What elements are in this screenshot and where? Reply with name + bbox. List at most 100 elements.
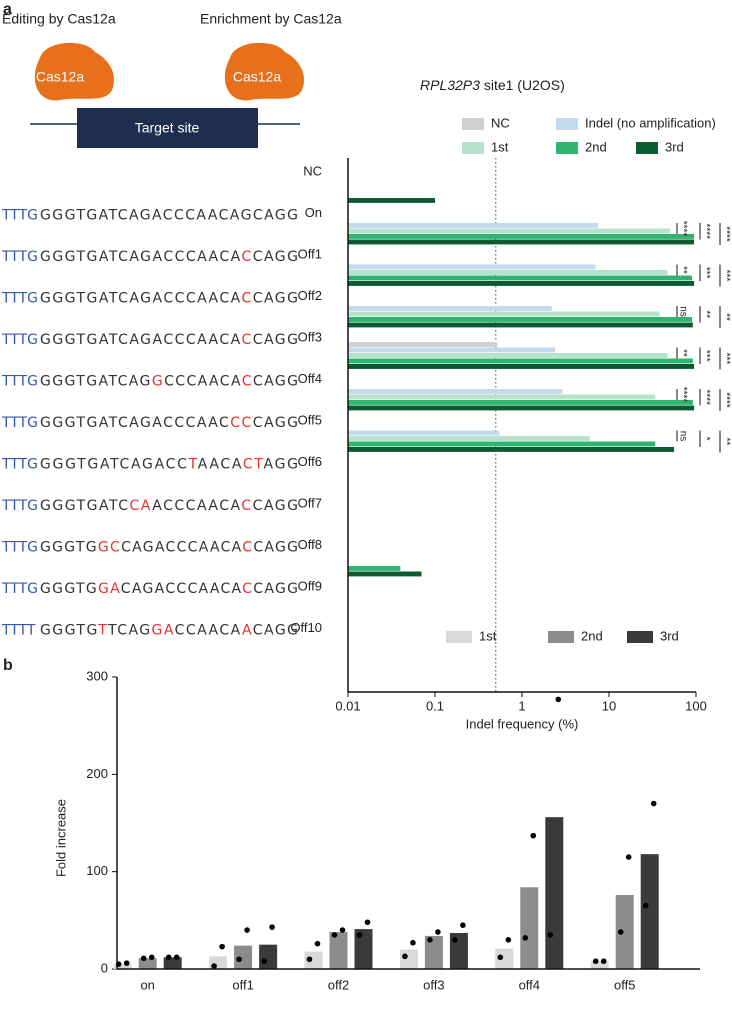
data-point [410, 939, 416, 946]
data-point [600, 958, 607, 965]
sequence-part: CAGG [253, 249, 298, 265]
data-point [505, 937, 512, 943]
significance-label: ** [700, 310, 711, 318]
bar [329, 932, 348, 969]
bar [348, 566, 401, 571]
significance-label: **** [677, 387, 688, 403]
sequence-part: C [241, 498, 251, 514]
x-tick-label: off1 [232, 977, 253, 992]
bar [348, 306, 552, 311]
bar [234, 945, 253, 969]
bar [259, 944, 278, 969]
sequence-part: GA [152, 623, 174, 639]
category-label: Off3 [298, 329, 322, 344]
sequence-part: T [97, 623, 107, 639]
category-label: Off10 [290, 620, 322, 635]
significance-label: *** [700, 350, 711, 362]
bar [348, 447, 675, 452]
protospacer: GGGTGATCAGACCCAACACCAGG [40, 249, 298, 265]
x-tick-label: off4 [519, 977, 540, 992]
panel-label: a [3, 1, 12, 18]
data-point [650, 800, 657, 807]
sequence-part: CAGG [253, 540, 298, 556]
sequence-part: CAGG [253, 415, 298, 431]
sequence-part: CAGG [253, 581, 298, 597]
bar [348, 441, 656, 447]
bar [348, 317, 693, 322]
sequence-part: AACA [198, 457, 242, 473]
diagram-title: Editing by Cas12a [2, 11, 116, 27]
data-point [460, 922, 466, 928]
target-label: Target site [135, 120, 200, 136]
data-point [497, 954, 504, 961]
data-point [261, 958, 267, 965]
sequence-part: CAGG [253, 623, 298, 639]
legend-label: 1st [479, 628, 497, 643]
protospacer: GGGTGATCAGACCCAACCCCAGG [40, 415, 298, 431]
bar [615, 895, 634, 969]
diagram-title: Enrichment by Cas12a [200, 11, 342, 27]
bar [348, 436, 590, 441]
pam: TTTT [1, 623, 36, 639]
legend-label: 2nd [585, 139, 607, 154]
bar [348, 430, 500, 436]
legend-label: 3rd [665, 139, 684, 154]
sequence-part: GC [98, 540, 120, 556]
category-label: Off1 [298, 246, 322, 261]
category-label: Off9 [298, 578, 322, 593]
bar [348, 342, 498, 347]
bar [138, 958, 157, 969]
sequence-part: GGGTGATCAGACCCAACA [40, 332, 241, 348]
x-axis-label: Indel frequency (%) [466, 716, 579, 731]
pam: TTTG [1, 374, 38, 390]
bar [348, 228, 670, 234]
y-tick-label: 100 [86, 863, 108, 878]
sequence-part: A [242, 623, 252, 639]
protospacer: GGGTGATCCAACCCAACACCAGG [40, 498, 298, 514]
sequence-part: CT [243, 457, 263, 473]
sequence-part: GGGTGATC [40, 498, 128, 514]
y-tick-label: 300 [86, 668, 108, 683]
legend-label: 2nd [581, 628, 603, 643]
bar [348, 347, 556, 353]
pam: TTTG [1, 540, 38, 556]
bar [113, 964, 132, 969]
legend-swatch [627, 631, 653, 643]
panel-label: b [3, 657, 13, 674]
data-point [123, 960, 130, 966]
significance-label: *** [720, 353, 731, 365]
x-tick-label: off2 [328, 977, 349, 992]
significance-label: *** [720, 270, 731, 282]
category-label: On [305, 205, 322, 220]
data-point [555, 696, 562, 703]
data-point [331, 932, 338, 938]
significance-label: **** [700, 223, 711, 239]
bar [348, 400, 693, 405]
protospacer: GGGTGGACAGACCCAACACCAGG [40, 581, 298, 597]
bar [348, 234, 695, 239]
bar [348, 405, 695, 411]
significance-label: *** [700, 267, 711, 279]
sequence-part: CAGG [253, 332, 298, 348]
category-label: Off8 [298, 537, 322, 552]
legend-label: NC [491, 115, 510, 130]
bar [348, 198, 435, 203]
data-point [452, 937, 458, 943]
sequence-part: GGGTGATCAGACCCAACA [40, 291, 241, 307]
data-point [269, 924, 275, 930]
pam: TTTG [1, 249, 38, 265]
data-point [625, 854, 632, 860]
bar [348, 571, 422, 577]
x-tick-label: 100 [685, 698, 707, 713]
sequence-part: ACCCAACA [152, 498, 240, 514]
bar [348, 389, 563, 394]
data-point [402, 953, 408, 960]
bar [640, 854, 659, 969]
data-point [592, 958, 599, 965]
significance-label: ** [720, 313, 731, 321]
bar [348, 275, 693, 281]
pam: TTTG [1, 415, 38, 431]
sequence-part: C [242, 374, 252, 390]
cas12a-shape [34, 42, 115, 101]
